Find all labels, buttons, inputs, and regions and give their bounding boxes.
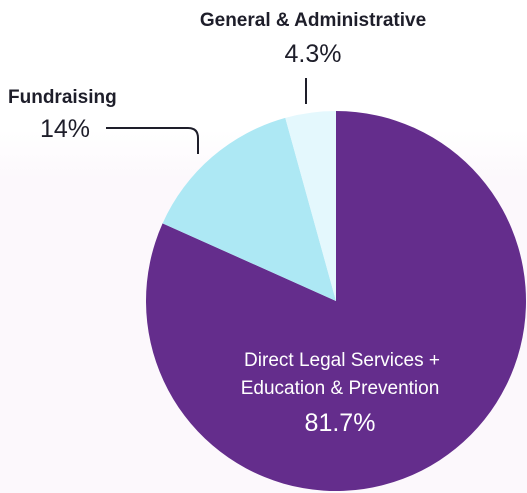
label-direct-legal-services-line-2: Education & Prevention — [241, 378, 440, 399]
pie-slice-direct-legal-services — [146, 111, 527, 491]
label-direct-legal-services-line-1: Direct Legal Services + — [244, 350, 440, 371]
pie-slice-general-administrative — [285, 111, 336, 301]
pie-slice-fundraising — [162, 117, 336, 301]
leader-line-fundraising — [106, 127, 199, 154]
value-direct-legal-services: 81.7% — [305, 409, 376, 437]
value-fundraising: 14% — [40, 115, 90, 143]
value-general-administrative: 4.3% — [285, 40, 342, 68]
label-general-administrative: General & Administrative — [200, 10, 426, 31]
pie-slices — [146, 111, 527, 491]
label-fundraising: Fundraising — [8, 87, 117, 108]
